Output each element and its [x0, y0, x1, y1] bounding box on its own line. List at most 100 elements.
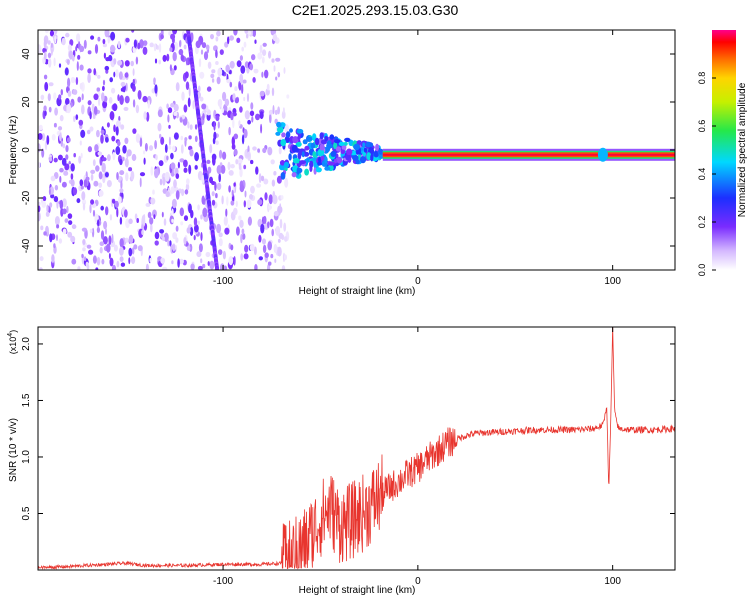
spectrogram-cell: [243, 253, 249, 260]
spectrogram-cell: [171, 198, 177, 209]
spectrogram-cell: [101, 162, 106, 173]
spectrogram-cell: [217, 99, 223, 107]
spectrogram-cell: [333, 142, 338, 150]
spectrogram-cell: [107, 154, 111, 162]
spectrogram-cell: [43, 231, 47, 236]
spectrogram-cell: [153, 77, 156, 84]
spectrogram-cell: [280, 139, 287, 147]
spectrogram-cell: [353, 143, 360, 151]
spectrogram-cell: [54, 107, 58, 116]
spectrogram-cell: [135, 133, 141, 143]
spectrogram-cell: [246, 93, 250, 102]
spectrogram-cell: [163, 232, 169, 242]
spectrogram-cell: [341, 144, 347, 151]
spectrogram-cell: [64, 67, 69, 76]
x-tick-label: 100: [604, 276, 621, 287]
spectrogram-cell: [93, 180, 99, 187]
spectrogram-cell: [166, 155, 169, 161]
spectrogram-cell: [262, 49, 267, 56]
spectrogram-cell: [280, 195, 284, 200]
spectrogram-cell: [96, 129, 100, 138]
spectrogram-cell: [112, 103, 118, 112]
spectrogram-cell: [260, 223, 265, 234]
spectrogram-cell: [167, 107, 173, 114]
spectrogram-cell: [234, 86, 238, 92]
spectrogram-cell: [177, 161, 180, 169]
spectrogram-cell: [239, 55, 243, 61]
spectrogram-cell: [105, 228, 107, 235]
spectrogram-cell: [228, 185, 231, 193]
spectrogram-cell: [154, 58, 158, 64]
spectrogram-cell: [338, 141, 345, 146]
spectrogram-cell: [259, 44, 263, 54]
spectrogram-cell: [118, 71, 123, 80]
spectrogram-cell: [107, 37, 111, 42]
spectrogram-cell: [252, 30, 256, 37]
spectrogram-cell: [190, 209, 194, 219]
spectrogram-cell: [90, 35, 95, 40]
spectrogram-cell: [317, 161, 322, 166]
spectrogram-cell: [120, 87, 125, 92]
spectrogram-cell: [262, 147, 267, 154]
spectrogram-cell: [217, 67, 223, 77]
spectrogram-cell: [312, 151, 317, 158]
spectrogram-cell: [99, 246, 103, 254]
spectrogram-cell: [238, 82, 242, 91]
spectrogram-cell: [210, 73, 215, 79]
spectrogram-cell: [230, 112, 234, 121]
spectrogram-cell: [327, 161, 335, 166]
spectrogram-cell: [244, 61, 249, 69]
spectrogram-cell: [108, 54, 113, 62]
spectrogram-cell: [283, 161, 290, 168]
spectrogram-cell: [205, 44, 210, 51]
spectrogram-cell: [250, 102, 254, 110]
spectrogram-cell: [44, 30, 49, 34]
spectrogram-cell: [137, 245, 143, 252]
spectrogram-cell: [104, 172, 109, 178]
spectrogram-cell: [54, 35, 57, 44]
spectrogram-cell: [273, 65, 276, 72]
y-tick-label: 0.5: [21, 506, 32, 520]
spectrogram-cell: [92, 159, 96, 167]
spectrogram-cell: [128, 167, 133, 172]
spectrogram-cell: [41, 148, 45, 158]
spectrogram-cell: [139, 177, 142, 188]
spectrogram-cell: [202, 113, 205, 121]
spectrogram-cell: [57, 126, 63, 131]
snr-exponent-label: (x104): [7, 330, 18, 354]
spectrogram-cell: [60, 140, 63, 147]
spectrogram-cell: [319, 143, 325, 151]
spectrogram-cell: [237, 158, 243, 164]
spectrogram-cell: [77, 266, 81, 270]
spectrogram-cell: [97, 74, 101, 79]
spectrogram-cell: [197, 220, 200, 225]
spectrogram-cell: [206, 159, 211, 164]
spectrogram-cell: [277, 126, 284, 134]
spectrogram-cell: [153, 214, 156, 220]
spectrogram-cell: [229, 35, 234, 41]
spectrogram-cell: [70, 163, 75, 172]
spectrogram-cell: [56, 234, 58, 242]
spectrogram-cell: [188, 87, 191, 97]
spectrogram-cell: [155, 154, 158, 161]
spectrogram-cell: [274, 258, 277, 263]
spectrogram-cell: [243, 128, 248, 139]
spectrogram-cell: [275, 225, 281, 236]
spectrogram-cell: [296, 128, 304, 134]
spectrogram-cell: [216, 30, 221, 37]
spectrogram-cell: [175, 82, 180, 92]
spectrogram-cell: [59, 114, 64, 122]
spectrogram-cell: [215, 36, 219, 42]
spectrogram-cell: [168, 31, 172, 36]
spectrogram-cell: [78, 155, 82, 164]
spectrogram-cell: [82, 239, 86, 245]
spectrogram-cell: [284, 124, 289, 133]
spectrogram-cell: [233, 30, 238, 36]
spectrogram-cell: [115, 146, 121, 155]
spectrogram-cell: [249, 194, 253, 200]
spectrogram-cell: [118, 115, 121, 122]
spectrogram-cell: [86, 244, 92, 249]
spectrogram-cell: [181, 91, 185, 101]
spectrogram-cell: [236, 60, 242, 68]
spectrogram-cell: [49, 186, 55, 195]
